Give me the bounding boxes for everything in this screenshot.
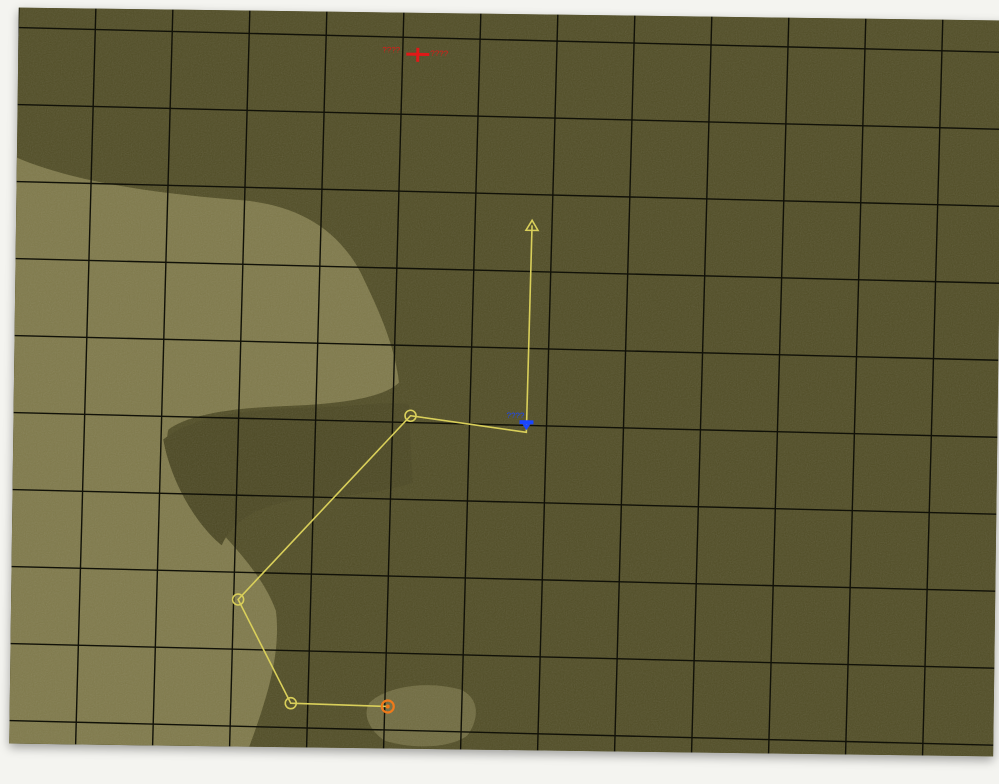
circle-waypoint-icon[interactable] [404, 409, 417, 423]
circle-waypoint-icon[interactable] [231, 593, 245, 606]
grid-line-vertical [844, 18, 867, 755]
orange-active-waypoint-icon[interactable] [380, 699, 395, 714]
blue-unit-marker-base [522, 424, 531, 431]
grid-line-vertical [459, 13, 482, 750]
grid-line-horizontal [18, 26, 999, 53]
grid-line-vertical [767, 17, 790, 754]
enemy-unit-label: ???? [382, 45, 400, 54]
active-waypoint-center [385, 704, 390, 709]
grid-line-vertical [74, 8, 97, 745]
route-line [237, 225, 533, 708]
grid-line-vertical [690, 16, 713, 753]
grid-line-vertical [536, 14, 559, 751]
blue-unit-marker-icon[interactable] [519, 420, 534, 425]
grid-line-vertical [151, 9, 174, 746]
grid-line-horizontal [9, 719, 994, 746]
grid-line-vertical [305, 11, 328, 748]
grid-line-vertical [921, 19, 944, 756]
circle-waypoint-icon[interactable] [284, 696, 298, 710]
route-waypoints[interactable] [231, 216, 540, 714]
terrain-grain [9, 7, 999, 757]
grid-line-vertical [382, 12, 405, 749]
grid-line-vertical [613, 15, 636, 752]
friendly-unit[interactable]: ???? [506, 411, 534, 431]
grid-line-horizontal [10, 642, 995, 669]
route-path[interactable] [237, 222, 533, 709]
grid-line-horizontal [14, 334, 999, 361]
grid-line-vertical [228, 10, 251, 747]
triangle-start-icon[interactable] [524, 218, 540, 232]
grid-line-horizontal [17, 103, 999, 130]
grid-line-horizontal [13, 411, 998, 438]
grid-line-horizontal [16, 180, 999, 207]
grid-line-horizontal [12, 488, 997, 515]
grid-line-horizontal [15, 257, 999, 284]
grid-line-horizontal [11, 565, 996, 592]
enemy-unit-label-right: ???? [430, 49, 448, 58]
map-grid [9, 7, 999, 757]
friendly-unit-label: ???? [507, 411, 525, 420]
tactical-map[interactable]: ???? ???? ???? [9, 7, 999, 757]
red-cross-marker-icon[interactable] [406, 47, 430, 62]
enemy-unit[interactable]: ???? ???? [382, 45, 449, 62]
map-canvas[interactable]: ???? ???? ???? [9, 7, 999, 757]
